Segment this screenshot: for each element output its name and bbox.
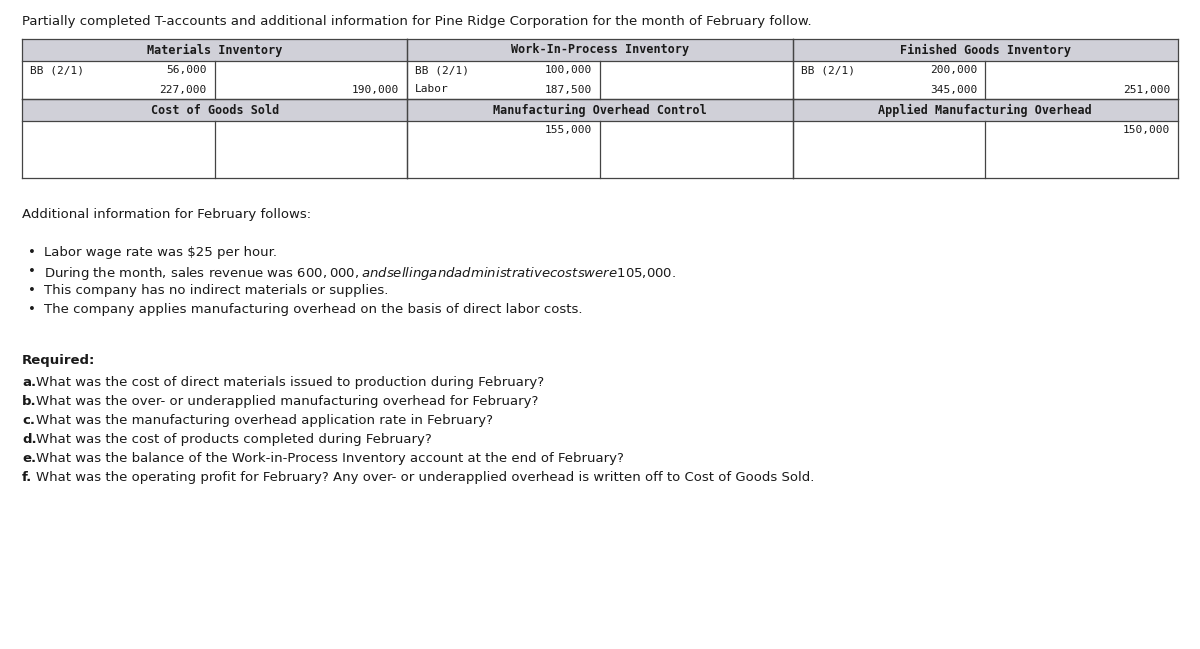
Text: 345,000: 345,000 [930,84,977,95]
Text: Manufacturing Overhead Control: Manufacturing Overhead Control [493,103,707,117]
Text: •: • [28,284,36,297]
Text: BB (2/1): BB (2/1) [30,66,84,75]
Bar [407,99,793,121]
Text: What was the manufacturing overhead application rate in February?: What was the manufacturing overhead appl… [36,414,493,427]
Text: 100,000: 100,000 [545,66,592,75]
Text: 227,000: 227,000 [160,84,206,95]
Text: What was the cost of direct materials issued to production during February?: What was the cost of direct materials is… [36,376,544,389]
Text: What was the balance of the Work-in-Process Inventory account at the end of Febr: What was the balance of the Work-in-Proc… [36,452,624,465]
Bar [22,99,407,121]
Text: Materials Inventory: Materials Inventory [146,43,282,56]
Text: 251,000: 251,000 [1123,84,1170,95]
Text: Required:: Required: [22,354,95,367]
Text: b.: b. [22,395,37,408]
Text: What was the operating profit for February? Any over- or underapplied overhead i: What was the operating profit for Februa… [36,471,815,484]
Text: Additional information for February follows:: Additional information for February foll… [22,208,311,221]
Bar [22,39,407,61]
Text: This company has no indirect materials or supplies.: This company has no indirect materials o… [44,284,389,297]
Text: During the month, sales revenue was $600,000, and selling and administrative cos: During the month, sales revenue was $600… [44,265,676,282]
Text: c.: c. [22,414,35,427]
Text: 56,000: 56,000 [166,66,206,75]
Bar [407,39,793,61]
Text: Partially completed T-accounts and additional information for Pine Ridge Corpora: Partially completed T-accounts and addit… [22,15,811,28]
Text: •: • [28,265,36,278]
Text: What was the over- or underapplied manufacturing overhead for February?: What was the over- or underapplied manuf… [36,395,539,408]
Text: 150,000: 150,000 [1123,125,1170,136]
Text: BB (2/1): BB (2/1) [800,66,854,75]
Text: Labor wage rate was $25 per hour.: Labor wage rate was $25 per hour. [44,246,277,259]
Text: 187,500: 187,500 [545,84,592,95]
Text: f.: f. [22,471,32,484]
Text: Applied Manufacturing Overhead: Applied Manufacturing Overhead [878,103,1092,117]
Text: The company applies manufacturing overhead on the basis of direct labor costs.: The company applies manufacturing overhe… [44,303,582,316]
Text: 200,000: 200,000 [930,66,977,75]
Text: •: • [28,303,36,316]
Text: Labor: Labor [415,84,449,95]
Bar [793,39,1178,61]
Text: e.: e. [22,452,36,465]
Text: What was the cost of products completed during February?: What was the cost of products completed … [36,433,432,446]
Bar [793,99,1178,121]
Text: d.: d. [22,433,37,446]
Text: 155,000: 155,000 [545,125,592,136]
Text: Work-In-Process Inventory: Work-In-Process Inventory [511,43,689,56]
Text: a.: a. [22,376,36,389]
Text: Cost of Goods Sold: Cost of Goods Sold [150,103,278,117]
Text: BB (2/1): BB (2/1) [415,66,469,75]
Text: •: • [28,246,36,259]
Text: 190,000: 190,000 [352,84,400,95]
Text: Finished Goods Inventory: Finished Goods Inventory [900,43,1070,56]
